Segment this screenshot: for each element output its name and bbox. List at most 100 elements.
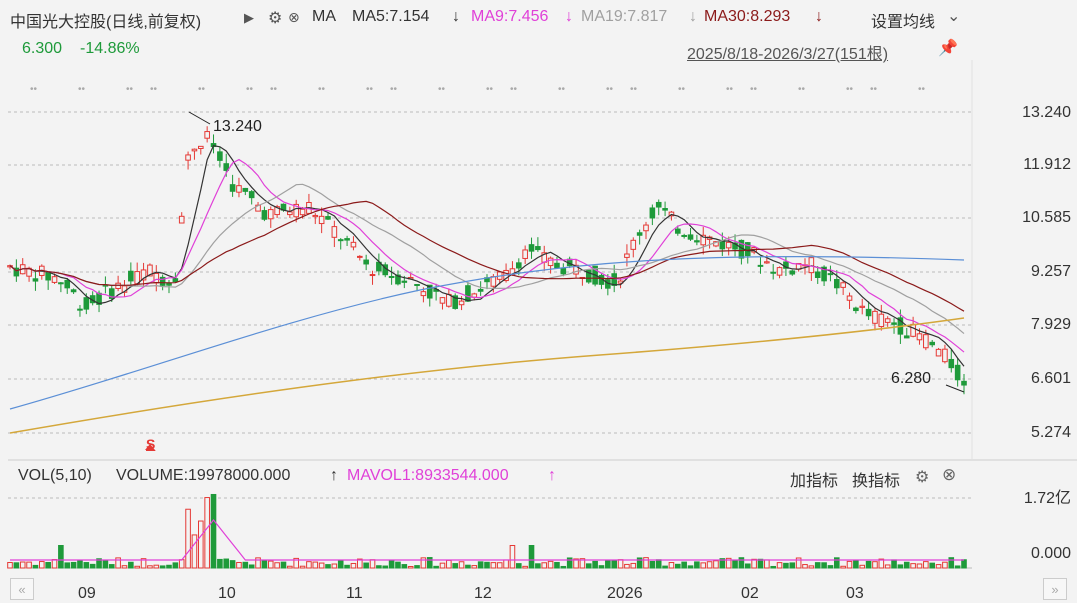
volume-axis-max: 1.72亿 [1023, 490, 1071, 507]
scroll-right-button[interactable]: » [1043, 578, 1067, 600]
event-marker: •• [366, 84, 374, 95]
volume-bar [344, 564, 350, 569]
date-range[interactable]: 2025/8/18-2026/3/27(151根) [687, 46, 889, 63]
scroll-left-button[interactable]: « [10, 578, 34, 600]
candle-body [369, 274, 376, 277]
price-axis-label: 7.929 [1030, 316, 1071, 333]
switch-indicator-button[interactable]: 换指标 [852, 473, 901, 490]
volume-bar [846, 560, 853, 569]
volume-bar [19, 561, 26, 569]
volume-bar [299, 565, 306, 569]
ma-long-blue-line [9, 255, 965, 410]
candle-body [70, 289, 77, 293]
play-icon[interactable]: ▶ [244, 10, 254, 25]
close-icon[interactable]: ⊗ [942, 465, 957, 484]
volume-bar [706, 561, 713, 569]
event-marker: •• [30, 84, 38, 95]
close-icon[interactable]: ⊗ [288, 9, 300, 25]
volume-bar [541, 562, 548, 569]
volume-bar [776, 562, 783, 569]
event-marker: •• [726, 84, 734, 95]
candle-body [178, 215, 185, 224]
event-marker: •• [438, 84, 446, 95]
price-axis-label: 13.240 [1022, 104, 1071, 121]
volume-bar [808, 565, 815, 569]
candle-body [643, 224, 649, 232]
candle-body [535, 246, 541, 251]
gear-icon[interactable]: ⚙ [915, 469, 930, 486]
candle-body [465, 285, 471, 302]
candle-body [554, 262, 560, 269]
volume-bar [954, 565, 961, 569]
candle-body [198, 145, 204, 149]
volume-bar [465, 564, 471, 569]
candle-body [585, 269, 592, 283]
volume-bar [210, 493, 217, 569]
chevron-down-icon[interactable]: ⌄ [947, 8, 961, 25]
candle-body [814, 271, 821, 278]
volume-bar [287, 565, 293, 569]
volume-bar [357, 558, 363, 569]
volume-bar [484, 561, 490, 569]
candle-body [687, 234, 694, 240]
x-axis-label: 12 [474, 585, 492, 602]
volume-bar [32, 564, 39, 569]
settings-ma-button[interactable]: 设置均线 [871, 14, 936, 31]
event-marker: •• [606, 84, 614, 95]
volume-bar [58, 545, 64, 569]
candle-body [834, 279, 840, 289]
volume-bar [223, 558, 230, 569]
volume-bar [255, 557, 261, 569]
mavol-arrow: ↑ [548, 467, 556, 484]
volume-bar [395, 561, 401, 569]
candle-body [732, 242, 738, 250]
volume-bar [7, 562, 13, 569]
volume-bar [128, 561, 134, 569]
ma5-value: MA5:7.154 [352, 8, 430, 25]
volume-bar [935, 564, 942, 569]
volume-bar [293, 557, 299, 569]
volume-bar [681, 561, 687, 569]
candle-body [662, 208, 668, 211]
candle-body [789, 270, 796, 275]
volume-bar [643, 557, 649, 569]
event-marker: •• [510, 84, 518, 95]
volume-bar [897, 564, 904, 569]
candle-body [159, 276, 166, 286]
gear-icon[interactable]: ⚙ [268, 10, 283, 27]
candle-body [903, 335, 910, 339]
volume-bar [751, 558, 757, 569]
volume-bar [121, 565, 128, 569]
volume-bar [191, 534, 198, 569]
candle-body [477, 288, 484, 292]
add-indicator-button[interactable]: 加指标 [790, 473, 839, 490]
candle-body [528, 244, 535, 252]
volume-bar [166, 564, 172, 569]
candle-body [185, 154, 191, 161]
pin-icon[interactable]: 📌 [938, 40, 958, 57]
ma30-line [9, 200, 965, 312]
event-marker: •• [798, 84, 806, 95]
candle-body [547, 257, 554, 267]
candle-body [13, 267, 20, 277]
candle-body [217, 151, 223, 161]
price-change: -14.86% [80, 40, 140, 57]
event-marker: •• [846, 84, 854, 95]
candle-body [675, 228, 681, 234]
candle-body [287, 211, 293, 216]
vol-label: VOL(5,10) [18, 467, 92, 484]
volume-bar [217, 558, 223, 569]
volume-bar [236, 562, 242, 569]
candle-body [859, 305, 866, 308]
event-marker: •• [126, 84, 134, 95]
volume-bar [134, 565, 140, 569]
candle-body [935, 348, 942, 357]
volume-bar [261, 560, 268, 569]
volume-bar [96, 558, 102, 569]
candle-body [725, 241, 732, 249]
candle-body [414, 284, 420, 287]
candle-body [853, 307, 859, 312]
volume-bar [471, 565, 478, 569]
volume-bar [878, 558, 885, 569]
